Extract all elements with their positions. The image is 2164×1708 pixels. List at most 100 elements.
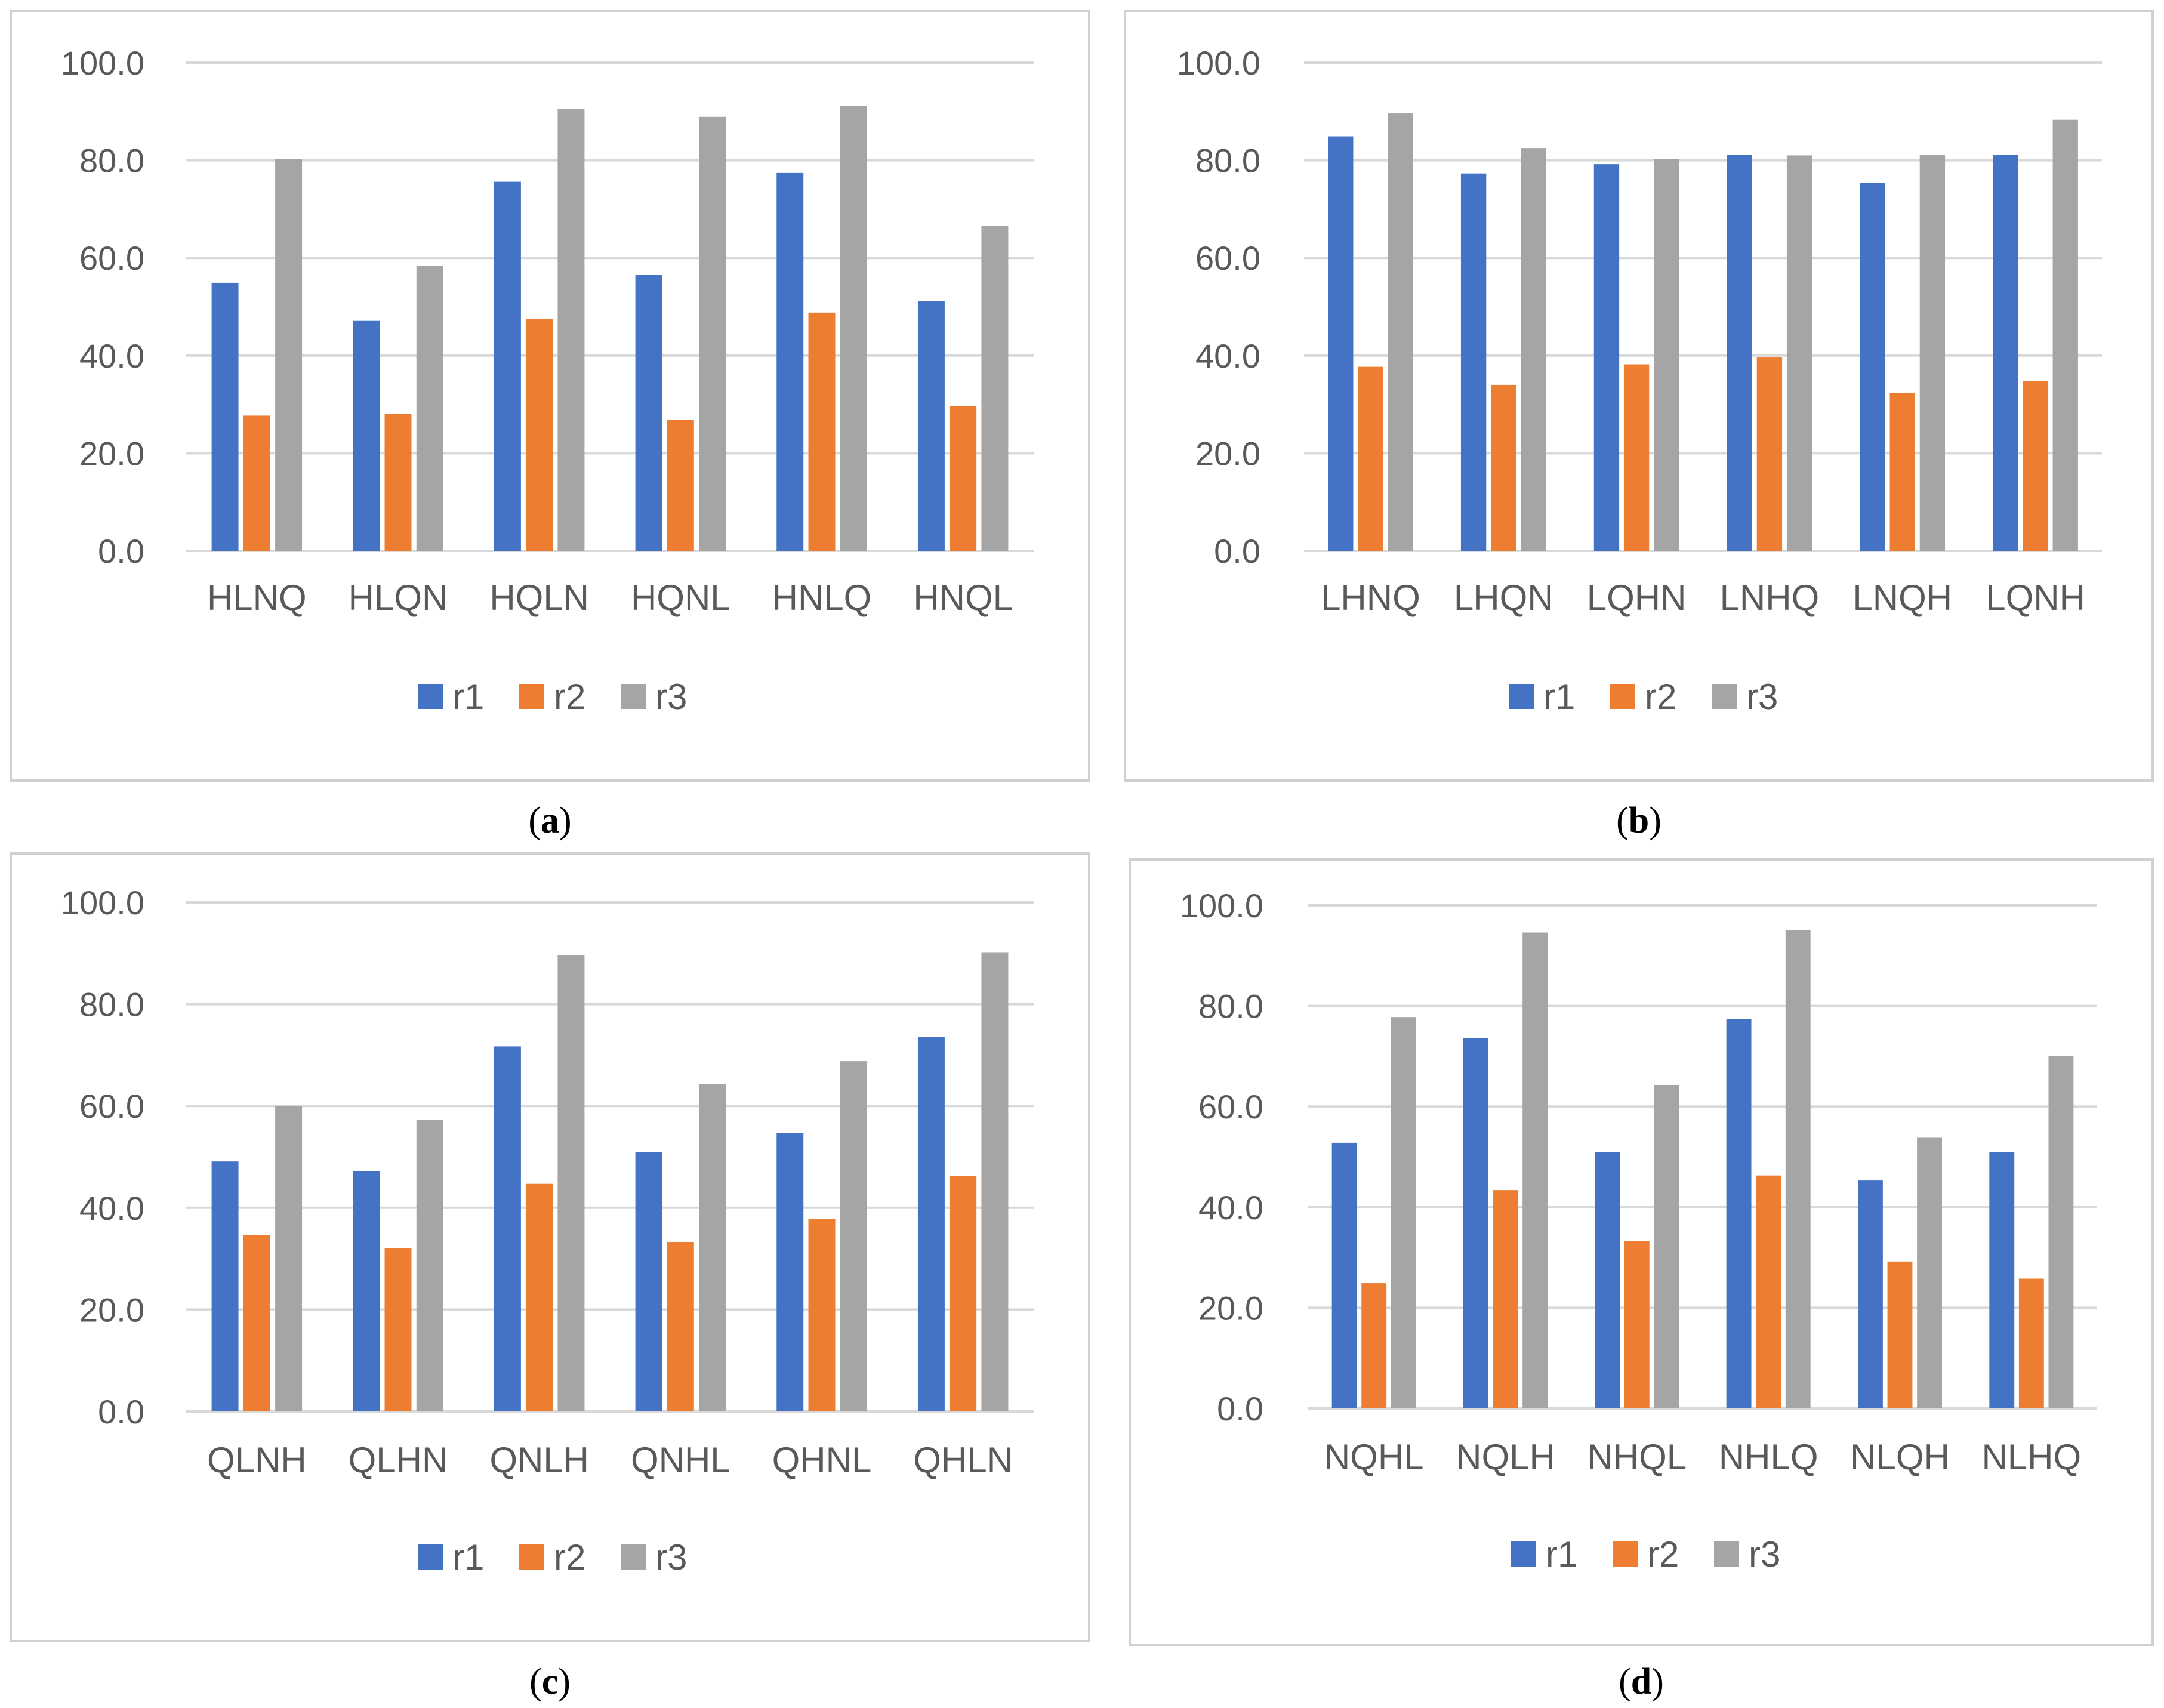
bar-r2-qnhl xyxy=(667,1241,694,1411)
x-category-label: HQNL xyxy=(631,578,730,618)
y-tick-label: 60.0 xyxy=(1198,1088,1263,1126)
y-tick-label: 40.0 xyxy=(1195,337,1260,375)
y-tick-label: 80.0 xyxy=(79,142,144,180)
bar-r3-lqnh xyxy=(2052,119,2078,551)
legend-label-r1: r1 xyxy=(1543,677,1575,717)
x-category-label: LNQH xyxy=(1852,578,1952,618)
bar-r3-hlnq xyxy=(275,159,303,551)
caption-close-paren: ) xyxy=(558,1661,571,1702)
x-category-label: HNQL xyxy=(913,578,1013,618)
legend-swatch-r3 xyxy=(1712,684,1737,709)
bar-r1-hlqn xyxy=(353,320,380,551)
bar-r3-nqhl xyxy=(1391,1017,1416,1408)
bar-r3-hnlq xyxy=(840,106,867,551)
bar-r1-hqln xyxy=(494,181,521,551)
legend-label-r3: r3 xyxy=(1746,677,1778,717)
y-tick-label: 0.0 xyxy=(1217,1390,1263,1428)
bar-r2-hqnl xyxy=(667,420,694,551)
y-tick-label: 20.0 xyxy=(1198,1289,1263,1327)
bar-r3-nlhq xyxy=(2048,1056,2074,1408)
bar-r1-nhql xyxy=(1595,1152,1620,1408)
panel-caption: (a) xyxy=(528,800,571,841)
bar-r3-lnhq xyxy=(1786,155,1812,551)
legend-swatch-r1 xyxy=(418,1544,443,1570)
caption-letter: b xyxy=(1629,800,1649,841)
legend-label-r1: r1 xyxy=(452,1537,484,1577)
bar-r2-lnhq xyxy=(1756,357,1783,551)
bar-r2-hlnq xyxy=(243,415,270,551)
x-category-label: HQLN xyxy=(489,578,589,618)
bar-r2-lqnh xyxy=(2023,381,2048,551)
bar-r2-lhqn xyxy=(1491,384,1516,551)
bar-r1-hnql xyxy=(917,301,945,551)
x-category-label: NQHL xyxy=(1324,1437,1424,1477)
x-category-label: LHNQ xyxy=(1321,578,1420,618)
legend-label-r3: r3 xyxy=(655,677,687,717)
caption-open-paren: ( xyxy=(528,800,541,841)
caption-close-paren: ) xyxy=(1651,1661,1664,1702)
y-tick-label: 60.0 xyxy=(1195,239,1260,277)
chart-panel-c: 0.0 20.0 40.0 60.0 80.0 100.0 QLNH QLHN QNLH QNHL… xyxy=(10,852,1090,1702)
bar-r3-qlnh xyxy=(275,1106,303,1411)
bar-r1-qlhn xyxy=(353,1171,380,1411)
legend-label-r1: r1 xyxy=(1546,1534,1577,1574)
x-category-label: NQLH xyxy=(1456,1437,1555,1477)
y-tick-label: 60.0 xyxy=(79,1087,144,1125)
x-category-label: NHQL xyxy=(1587,1437,1687,1477)
bar-r1-hqnl xyxy=(635,275,662,551)
y-tick-label: 100.0 xyxy=(61,884,144,921)
legend-swatch-r1 xyxy=(1509,684,1534,709)
y-tick-label: 20.0 xyxy=(79,1291,144,1328)
bar-r2-nhql xyxy=(1624,1241,1650,1408)
x-category-label: LQNH xyxy=(1986,578,2085,618)
x-category-label: NLQH xyxy=(1850,1437,1950,1477)
y-tick-label: 80.0 xyxy=(1195,142,1260,180)
legend-label-r1: r1 xyxy=(452,677,484,717)
bar-r1-qhnl xyxy=(776,1133,804,1411)
bar-r1-lnhq xyxy=(1727,155,1752,551)
y-tick-label: 40.0 xyxy=(79,1189,144,1227)
caption-open-paren: ( xyxy=(529,1661,542,1702)
bar-r2-nlhq xyxy=(2018,1278,2044,1408)
chart-panel-b: 0.0 20.0 40.0 60.0 80.0 100.0 LHNQ LHQN LQHN LNHQ… xyxy=(1124,10,2154,841)
y-tick-label: 80.0 xyxy=(1198,988,1263,1025)
legend-swatch-r1 xyxy=(418,684,443,709)
x-category-label: NLHQ xyxy=(1981,1437,2081,1477)
bar-r2-hnlq xyxy=(808,312,836,551)
panel-caption: (b) xyxy=(1616,800,1661,841)
bar-r1-hlnq xyxy=(211,282,239,551)
y-tick-label: 100.0 xyxy=(61,44,144,82)
bar-r2-lqhn xyxy=(1623,364,1650,551)
y-tick-label: 100.0 xyxy=(1177,44,1260,82)
y-tick-label: 0.0 xyxy=(98,532,144,570)
bar-r2-qlhn xyxy=(384,1248,412,1411)
bar-r3-lqhn xyxy=(1654,159,1679,551)
bar-r3-nqlh xyxy=(1522,932,1548,1408)
bar-r1-nlhq xyxy=(1989,1152,2015,1408)
legend-swatch-r2 xyxy=(519,1544,544,1570)
x-category-label: LQHN xyxy=(1587,578,1687,618)
legend-swatch-r2 xyxy=(1610,684,1635,709)
caption-letter: d xyxy=(1631,1661,1651,1702)
chart-panel-a: 0.0 20.0 40.0 60.0 80.0 100.0 HLNQ HLQN HQLN HQNL… xyxy=(10,10,1090,841)
x-category-label: HLNQ xyxy=(207,578,307,618)
bar-r3-qhnl xyxy=(840,1061,867,1411)
bar-r3-qlhn xyxy=(416,1120,443,1411)
x-category-label: HLQN xyxy=(349,578,448,618)
x-category-label: LNHQ xyxy=(1720,578,1820,618)
panel-caption: (c) xyxy=(529,1661,571,1702)
legend-swatch-r3 xyxy=(621,1544,646,1570)
y-tick-label: 20.0 xyxy=(1195,434,1260,472)
y-tick-label: 100.0 xyxy=(1180,887,1263,924)
bar-r1-nqhl xyxy=(1331,1142,1357,1408)
legend-label-r3: r3 xyxy=(655,1537,687,1577)
caption-close-paren: ) xyxy=(559,800,572,841)
x-category-label: QLHN xyxy=(349,1440,448,1480)
caption-close-paren: ) xyxy=(1649,800,1661,841)
legend-label-r2: r2 xyxy=(1645,677,1676,717)
y-tick-label: 40.0 xyxy=(79,337,144,375)
bar-r3-nhql xyxy=(1654,1084,1679,1408)
chart-frame xyxy=(10,852,1090,1642)
bar-r1-qnlh xyxy=(494,1046,521,1411)
bar-r1-lhqn xyxy=(1460,173,1487,551)
